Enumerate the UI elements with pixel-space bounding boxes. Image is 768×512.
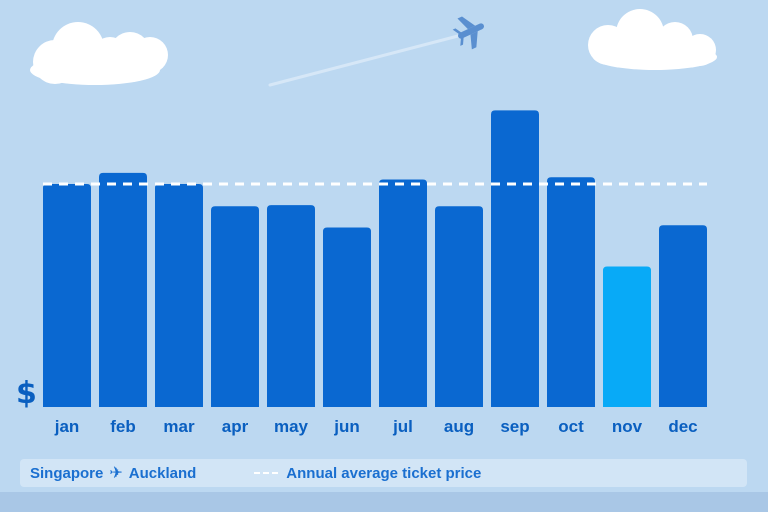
cloud-icon (588, 9, 717, 70)
bar-apr (211, 206, 259, 407)
plane-icon (452, 16, 484, 50)
contrail (268, 34, 460, 87)
tick-label-may: may (274, 417, 309, 436)
legend-route: Singapore ✈ Auckland (30, 463, 196, 483)
bar-jul (379, 179, 427, 407)
tick-label-nov: nov (612, 417, 643, 436)
tick-label-jun: jun (333, 417, 360, 436)
legend-dash-swatch (254, 472, 279, 474)
bar-feb (99, 172, 147, 407)
legend-average: Annual average ticket price (254, 465, 481, 482)
tick-label-aug: aug (444, 417, 474, 436)
legend-average-label: Annual average ticket price (286, 464, 482, 482)
legend: Singapore ✈ Auckland Annual average tick… (20, 459, 747, 487)
bar-mar (155, 184, 203, 407)
tick-label-mar: mar (163, 417, 195, 436)
plane-icon: ✈ (109, 465, 123, 482)
bar-jun (323, 227, 371, 407)
tick-label-feb: feb (110, 417, 136, 436)
tick-label-jan: jan (54, 417, 80, 436)
tick-label-oct: oct (558, 417, 584, 436)
legend-destination: Auckland (128, 464, 197, 482)
bar-oct (547, 177, 595, 407)
bar-dec (659, 225, 707, 407)
cloud-icon (30, 22, 168, 85)
bar-aug (435, 206, 483, 407)
tick-label-sep: sep (500, 417, 529, 436)
footer-strip (0, 492, 768, 512)
tick-label-dec: dec (668, 417, 697, 436)
bar-jan (43, 184, 91, 407)
bar-may (267, 205, 315, 407)
bar-nov (603, 266, 651, 407)
currency-axis-label: $ (16, 376, 37, 411)
bar-sep (491, 110, 539, 407)
tick-label-jul: jul (392, 417, 413, 436)
legend-origin: Singapore (30, 464, 104, 482)
tick-label-apr: apr (222, 417, 249, 436)
